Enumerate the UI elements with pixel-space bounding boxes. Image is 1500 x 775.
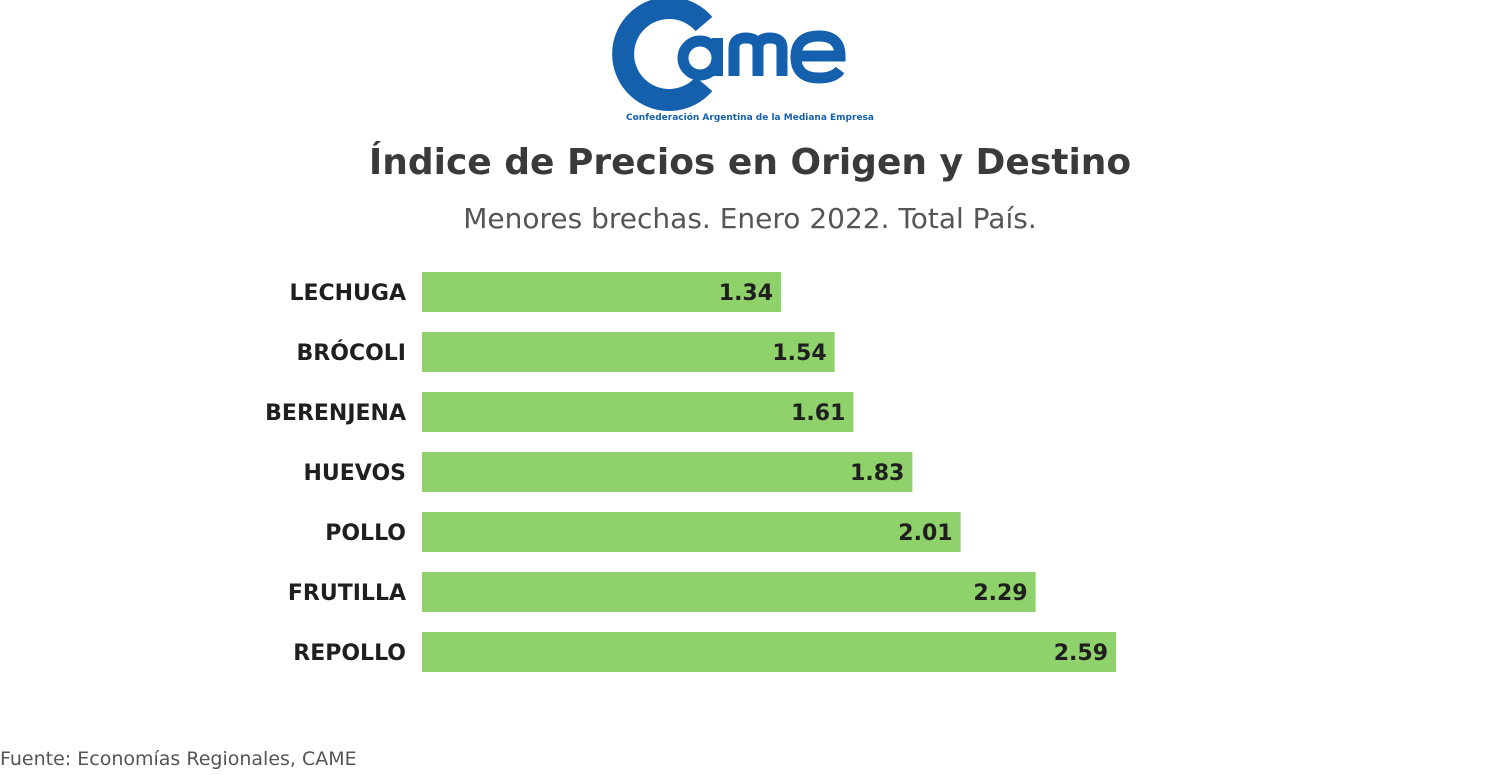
value-label-berenjena: 1.61: [791, 401, 845, 426]
bar-huevos: [422, 452, 913, 492]
category-label-pollo: POLLO: [325, 521, 406, 546]
category-label-huevos: HUEVOS: [304, 461, 407, 486]
came-logo-letter-a: [677, 35, 723, 81]
came-logo-letter-e: [790, 30, 846, 84]
came-logo-tagline: Confederación Argentina de la Mediana Em…: [626, 112, 874, 123]
value-label-pollo: 2.01: [898, 521, 952, 546]
category-label-frutilla: FRUTILLA: [288, 581, 406, 606]
value-label-repollo: 2.59: [1054, 641, 1108, 666]
came-logo-c-ring: [612, 0, 713, 111]
bar-berenjena: [422, 392, 854, 432]
category-label-berenjena: BERENJENA: [265, 401, 406, 426]
came-logo-letter-m: [728, 32, 788, 76]
category-label-lechuga: LECHUGA: [289, 281, 406, 306]
category-label-brocoli: BRÓCOLI: [297, 340, 406, 366]
bar-pollo: [422, 512, 961, 552]
bar-frutilla: [422, 572, 1036, 612]
source-note: Fuente: Economías Regionales, CAME: [0, 748, 357, 770]
chart-subtitle: Menores brechas. Enero 2022. Total País.: [463, 202, 1037, 235]
value-label-huevos: 1.83: [850, 461, 904, 486]
value-label-brocoli: 1.54: [772, 341, 826, 366]
chart-title: Índice de Precios en Origen y Destino: [368, 142, 1132, 183]
bar-brocoli: [422, 332, 835, 372]
category-label-repollo: REPOLLO: [293, 641, 406, 666]
came-logo: Confederación Argentina de la Mediana Em…: [612, 0, 874, 123]
value-label-frutilla: 2.29: [973, 581, 1027, 606]
bar-lechuga: [422, 272, 782, 312]
value-label-lechuga: 1.34: [719, 281, 773, 306]
bar-repollo: [422, 632, 1116, 672]
